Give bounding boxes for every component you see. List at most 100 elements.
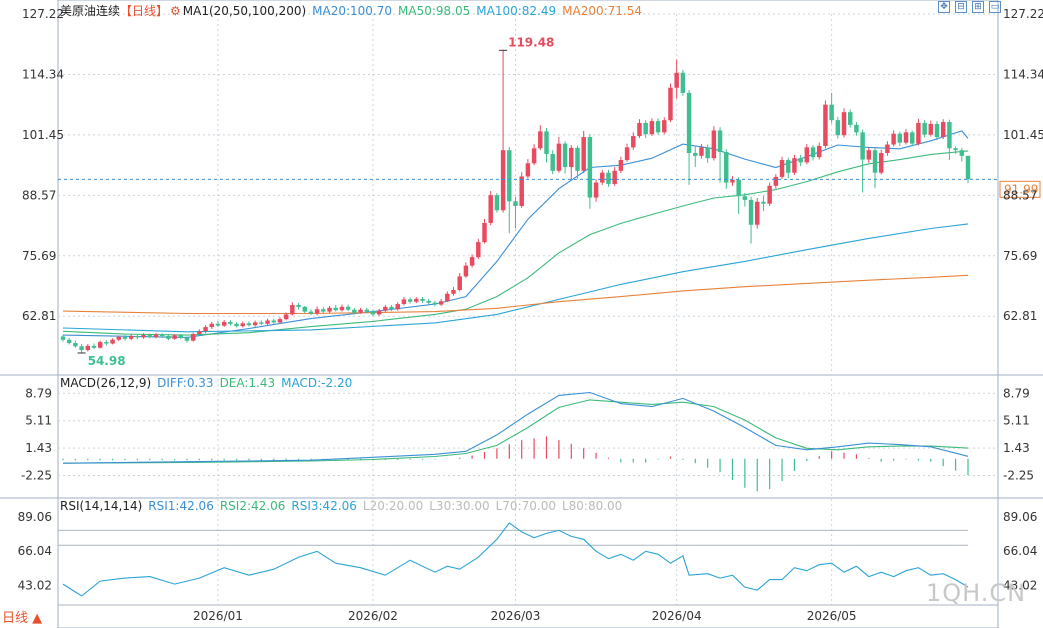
candle-body xyxy=(259,322,264,324)
candle-body xyxy=(928,123,934,135)
candle-body xyxy=(488,195,493,223)
rsi1-label: RSI1:42.06 xyxy=(148,499,214,513)
rsi-line xyxy=(62,522,969,597)
rsi-tick-right: 89.06 xyxy=(1003,510,1037,524)
rsi-label: RSI(14,14,14) xyxy=(60,499,143,513)
ma-line-ma100 xyxy=(62,223,969,333)
rsi3-label: RSI3:42.06 xyxy=(291,499,357,513)
last-price-box xyxy=(999,180,1041,198)
macd-tick-right: -2.25 xyxy=(1003,469,1034,483)
low-label: 54.98 xyxy=(88,354,126,368)
macd-diff-line xyxy=(62,391,969,464)
candle-body xyxy=(730,179,735,183)
candle-body xyxy=(829,104,834,121)
macd-dea-line xyxy=(62,399,969,464)
rsi-l80-label: L80:80.00 xyxy=(561,499,623,513)
candle-body xyxy=(699,147,704,156)
price-tick-right: 75.69 xyxy=(1003,249,1037,263)
macd-tick-right: 1.43 xyxy=(1003,441,1030,455)
candle-body xyxy=(197,331,202,335)
candle-body xyxy=(135,335,140,338)
period-selector-button[interactable]: 日线 ▲ xyxy=(2,611,43,626)
candle-body xyxy=(97,342,103,348)
candle-body xyxy=(538,131,543,149)
candle-body xyxy=(159,334,165,336)
candle-body xyxy=(482,222,487,243)
price-tick-left: 127.22 xyxy=(22,7,64,21)
window-icon[interactable]: ▭ xyxy=(989,1,1001,13)
candle-body xyxy=(556,143,562,171)
candle-body xyxy=(748,199,754,225)
candle-body xyxy=(612,170,617,184)
macd-tick-left: 8.79 xyxy=(25,386,52,400)
candle-body xyxy=(265,320,270,324)
candle-body xyxy=(755,201,760,225)
candle-body xyxy=(817,145,822,158)
macd-label: MACD(26,12,9) xyxy=(60,376,152,390)
shrink-icon[interactable]: ⊟ xyxy=(955,1,967,13)
macd-tick-right: 8.79 xyxy=(1003,386,1030,400)
candle-body xyxy=(742,196,748,200)
candle-body xyxy=(686,92,692,153)
candle-body xyxy=(606,172,611,184)
candle-body xyxy=(916,122,921,144)
candle-body xyxy=(885,144,890,153)
candle-body xyxy=(252,322,258,326)
candle-body xyxy=(141,335,146,338)
candle-body xyxy=(810,147,816,158)
candle-body xyxy=(327,307,332,312)
candle-body xyxy=(79,346,84,351)
candle-body xyxy=(364,309,369,312)
rsi2-label: RSI2:42.06 xyxy=(219,499,286,513)
candle-body xyxy=(841,112,847,136)
candle-body xyxy=(451,290,456,294)
period-tag[interactable]: 【日线】 xyxy=(120,4,169,18)
candle-body xyxy=(246,323,252,326)
grid-icon[interactable]: ⊞ xyxy=(972,1,984,13)
ma-label: MA1(20,50,100,200) xyxy=(182,3,307,18)
macd-tick-left: 5.11 xyxy=(25,414,52,428)
candle-body xyxy=(637,122,642,137)
candle-body xyxy=(172,335,177,339)
main-legend: 美原油连续 【日线】 ⚙ MA1(20,50,100,200) MA20:100… xyxy=(60,2,642,19)
candle-body xyxy=(519,176,524,207)
plot-border xyxy=(57,0,999,628)
price-tick-right: 88.57 xyxy=(1003,188,1037,202)
expand-icon[interactable]: ✥ xyxy=(938,1,950,13)
time-tick-label: 2026/05 xyxy=(807,609,857,623)
candle-body xyxy=(631,136,636,148)
candle-body xyxy=(835,120,841,136)
settings-icon[interactable]: ⚙ xyxy=(170,3,181,18)
macd-legend: MACD(26,12,9) DIFF:0.33 DEA:1.43 MACD:-2… xyxy=(60,376,352,390)
candle-body xyxy=(345,306,351,310)
candle-body xyxy=(965,155,971,180)
candle-body xyxy=(717,130,723,153)
candle-body xyxy=(147,335,153,337)
candle-body xyxy=(693,152,698,156)
candle-body xyxy=(569,147,574,168)
candle-body xyxy=(190,334,196,341)
candle-body xyxy=(618,160,624,171)
candle-body xyxy=(432,302,438,305)
candle-body xyxy=(395,304,400,310)
price-tick-left: 88.57 xyxy=(22,188,56,202)
candle-body xyxy=(469,257,475,266)
candle-body xyxy=(649,121,655,135)
macd-value: MACD:-2.20 xyxy=(281,376,353,390)
candle-body xyxy=(407,299,413,302)
candle-body xyxy=(897,133,903,143)
macd-dea: DEA:1.43 xyxy=(219,376,276,390)
candle-body xyxy=(940,122,946,138)
candle-body xyxy=(445,293,450,302)
price-tick-left: 114.34 xyxy=(22,67,64,81)
candle-body xyxy=(847,112,853,125)
candle-body xyxy=(308,311,314,314)
candle-body xyxy=(66,339,72,344)
candle-body xyxy=(339,306,345,311)
rsi-l20-label: L20:20.00 xyxy=(362,499,424,513)
price-tick-right: 62.81 xyxy=(1003,309,1037,323)
candle-body xyxy=(767,185,772,204)
candle-body xyxy=(122,336,128,339)
candle-body xyxy=(866,150,872,160)
